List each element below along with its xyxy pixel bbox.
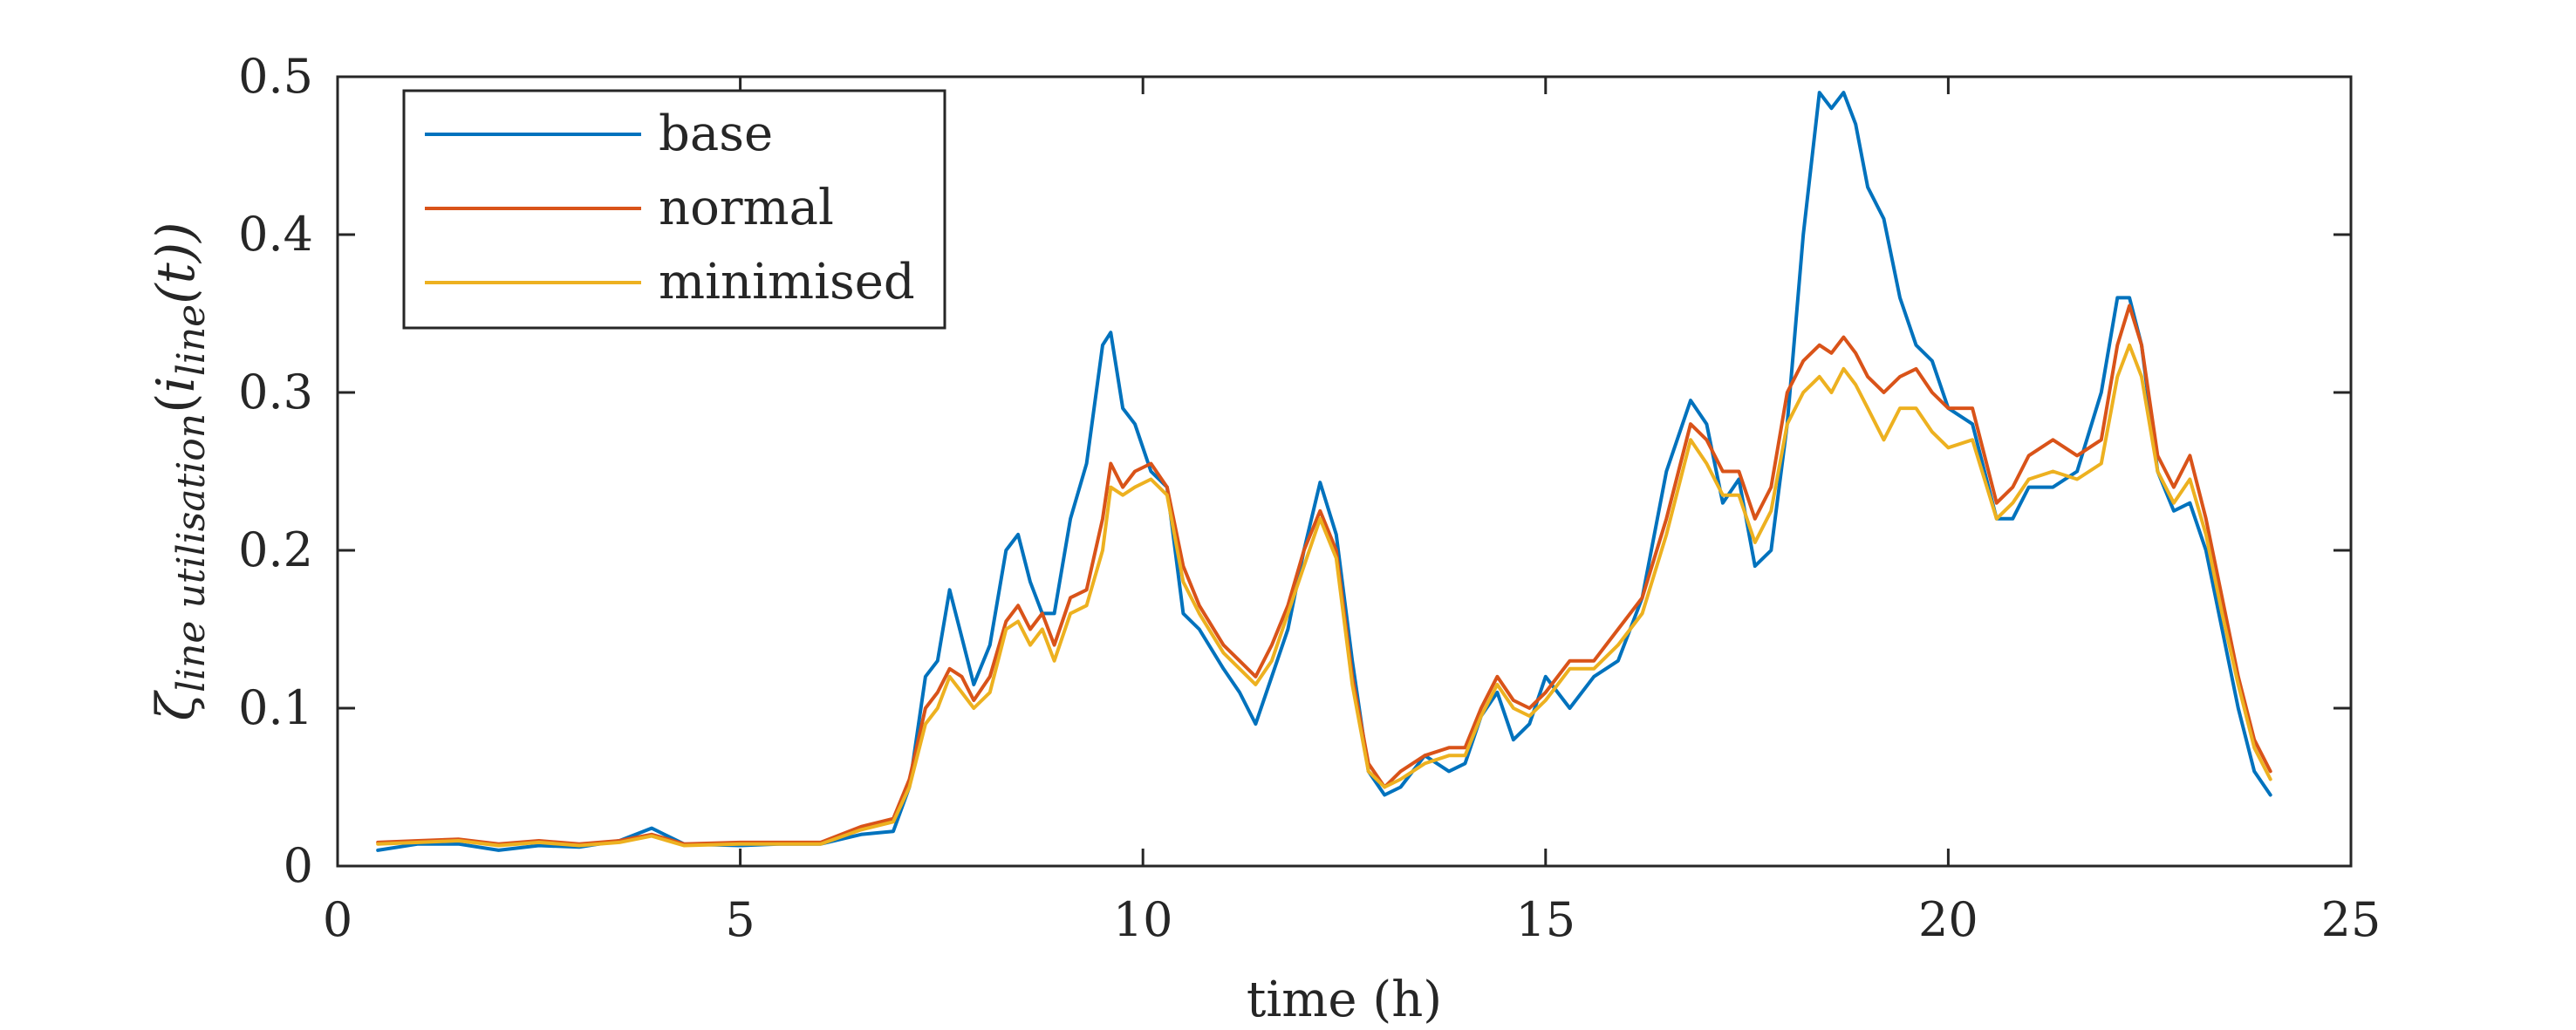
series-layer: [376, 91, 2272, 852]
x-tick-label: 25: [2321, 892, 2381, 947]
legend-item-normal: normal: [425, 180, 834, 236]
y-tick-label: 0.3: [238, 365, 313, 420]
legend-label-minimised: minimised: [659, 254, 915, 310]
y-axis-label-i-subscript: line: [169, 304, 214, 377]
y-axis-label-open-paren: (: [146, 392, 207, 413]
series-line-minimised: [376, 343, 2272, 848]
y-tick-label: 0.2: [238, 522, 313, 577]
legend-item-base: base: [425, 106, 773, 162]
x-tick-label: 0: [323, 892, 352, 947]
series-line-normal: [376, 304, 2272, 846]
legend-item-minimised: minimised: [425, 254, 915, 310]
y-tick-label: 0.1: [238, 680, 313, 735]
plot-frame: [336, 75, 2353, 868]
x-axis-label: time (h): [1247, 972, 1442, 1028]
y-tick-label: 0.4: [238, 207, 313, 262]
legend-label-base: base: [659, 106, 773, 162]
y-axis-label-argument: (t)): [146, 222, 207, 304]
tick-layer: 0 5 10 15 20 25 0 0.1 0.2 0.3 0.4 0.5: [238, 49, 2381, 947]
x-tick-label: 20: [1918, 892, 1978, 947]
legend-box: [402, 89, 946, 330]
legend: base normal minimised: [402, 89, 946, 330]
y-axis-label-i: i: [146, 376, 207, 392]
y-axis-label-zeta: ζ: [146, 690, 207, 721]
legend-items: base normal minimised: [425, 106, 915, 310]
x-tick-label: 15: [1515, 892, 1575, 947]
legend-label-normal: normal: [659, 180, 834, 236]
x-tick-label: 5: [725, 892, 755, 947]
x-tick-label: 10: [1113, 892, 1173, 947]
y-axis-label: ζline utilisation(iline(t)): [146, 222, 214, 720]
y-axis-label-zeta-subscript: line utilisation: [169, 413, 214, 692]
y-tick-label: 0.5: [238, 49, 313, 104]
y-tick-label: 0: [284, 838, 313, 893]
